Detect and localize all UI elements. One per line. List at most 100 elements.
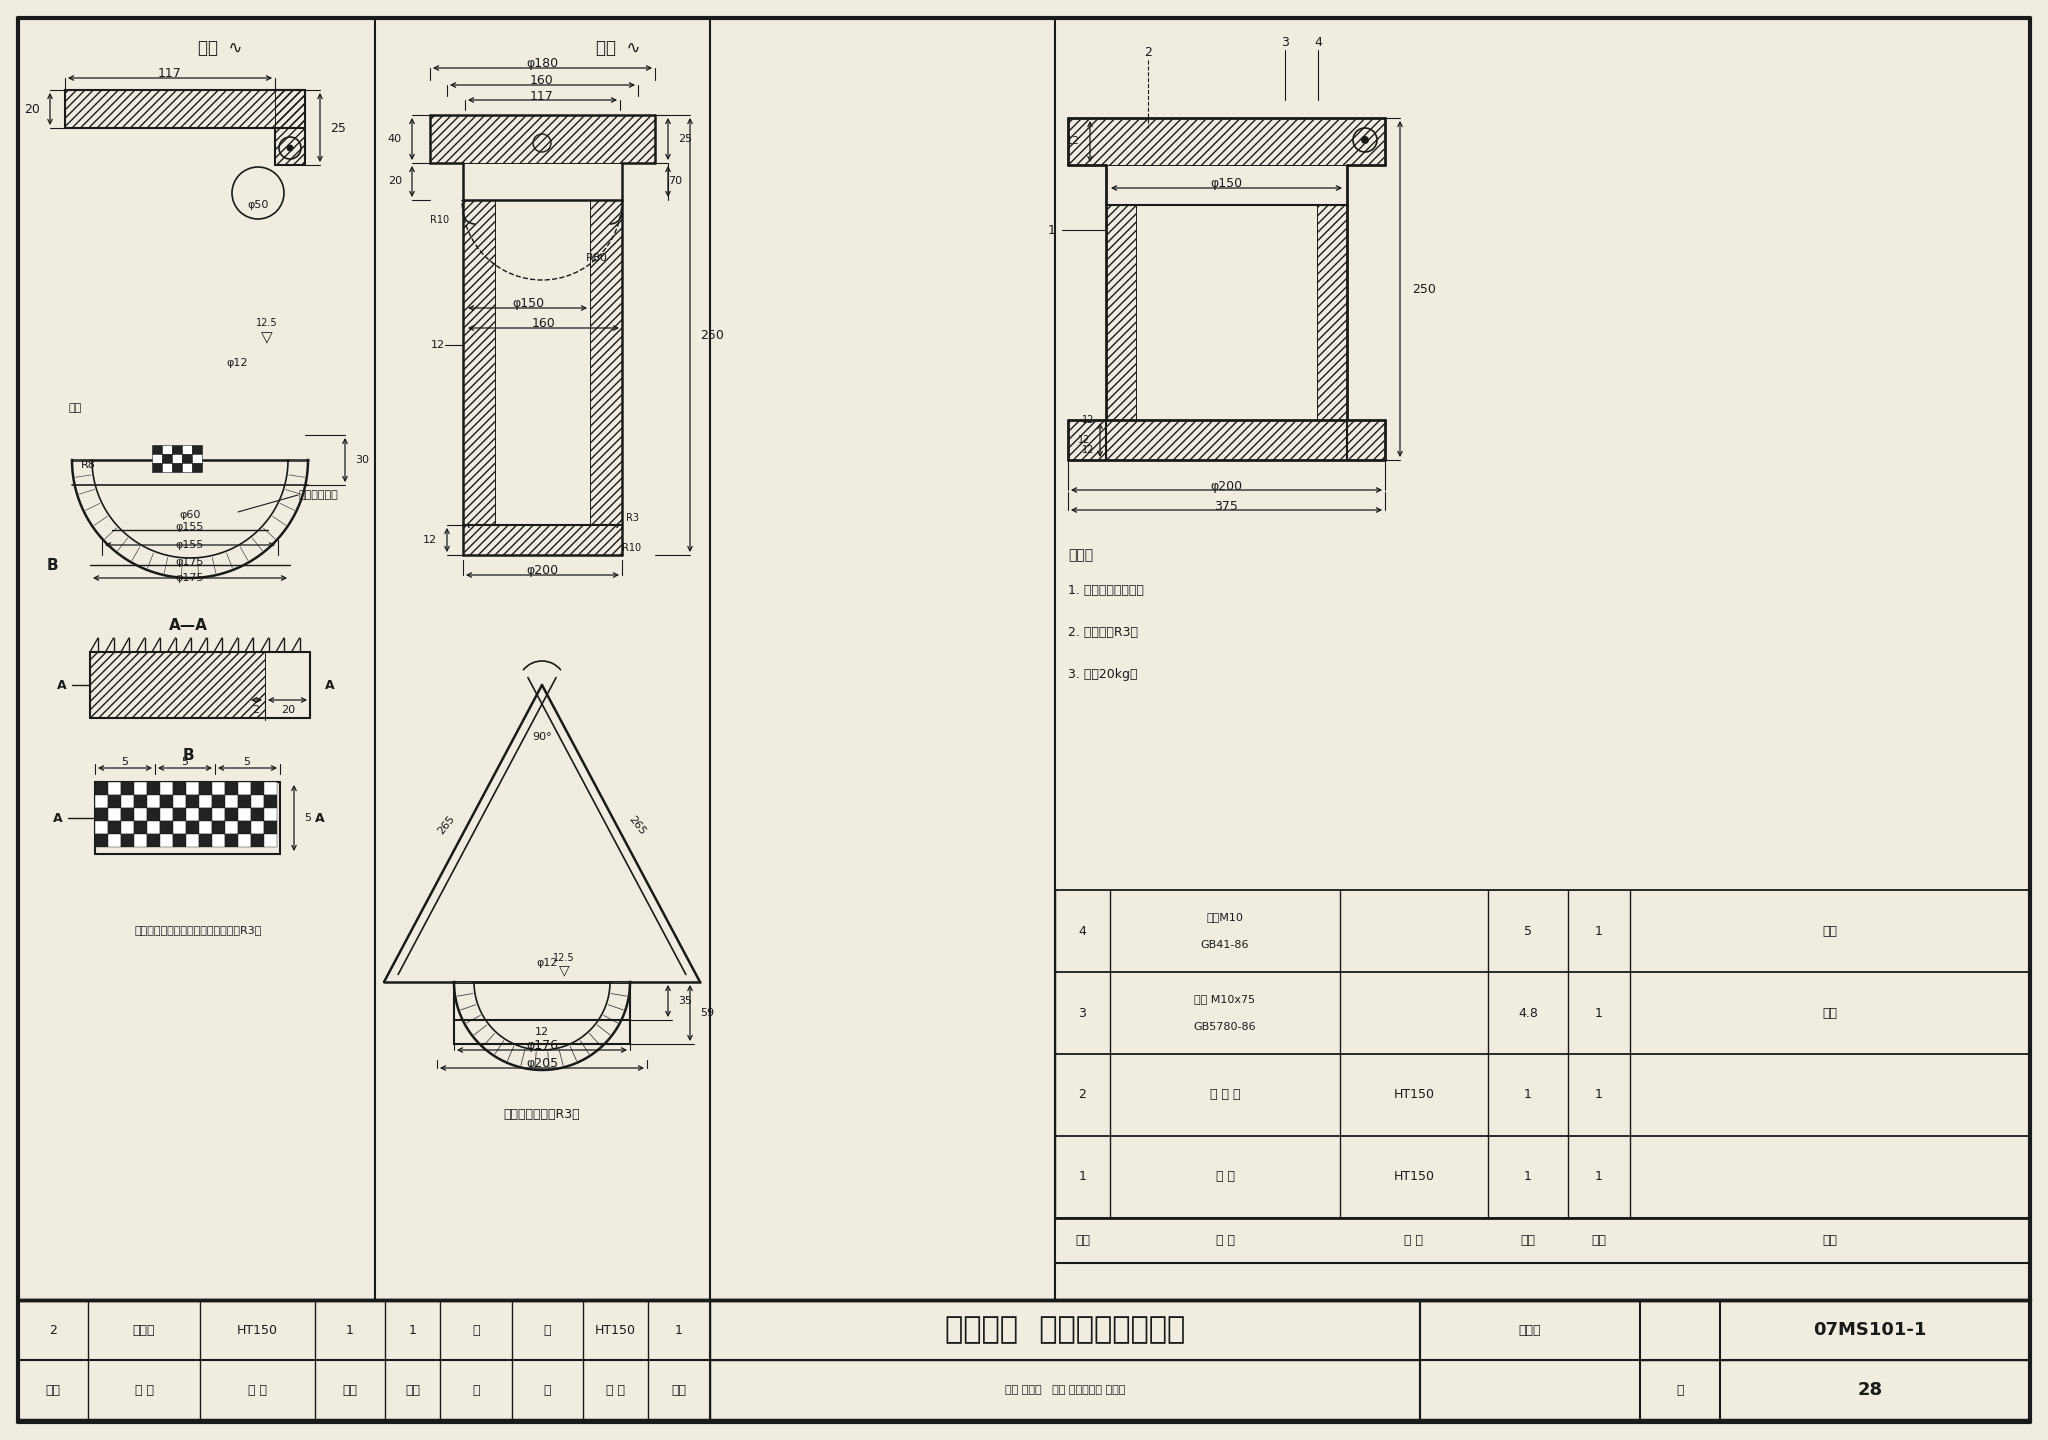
Bar	[225, 834, 238, 847]
Bar	[172, 808, 186, 821]
Text: φ175: φ175	[176, 557, 205, 567]
Text: 5: 5	[1524, 924, 1532, 937]
Text: 70: 70	[668, 176, 682, 186]
Text: 40: 40	[387, 134, 401, 144]
Bar	[238, 834, 252, 847]
Text: HT150: HT150	[1393, 1089, 1434, 1102]
Bar	[160, 782, 172, 795]
Bar	[252, 795, 264, 808]
Bar	[94, 782, 109, 795]
Bar	[193, 445, 203, 454]
Text: 1: 1	[676, 1323, 682, 1336]
Bar	[160, 795, 172, 808]
Bar	[430, 115, 655, 163]
Text: B: B	[47, 557, 57, 573]
Text: 90°: 90°	[532, 732, 551, 742]
Text: 25: 25	[678, 134, 692, 144]
Bar	[152, 454, 162, 464]
Text: 图集号: 图集号	[1520, 1323, 1542, 1336]
Text: ▽: ▽	[262, 331, 272, 346]
Bar	[162, 454, 172, 464]
Bar	[238, 821, 252, 834]
Text: 花纹: 花纹	[68, 403, 82, 413]
Bar	[133, 808, 147, 821]
Text: 2. 未注圆角R3。: 2. 未注圆角R3。	[1067, 625, 1139, 638]
Bar	[133, 821, 147, 834]
Bar	[152, 445, 162, 454]
Text: 12: 12	[1077, 435, 1090, 445]
Bar	[94, 795, 109, 808]
Bar	[1067, 420, 1384, 459]
Text: 材 料: 材 料	[248, 1384, 266, 1397]
Text: 件号: 件号	[45, 1384, 61, 1397]
Text: 阀 套 盖: 阀 套 盖	[1210, 1089, 1241, 1102]
Bar	[193, 464, 203, 472]
Bar	[160, 834, 172, 847]
Text: R8: R8	[80, 459, 96, 469]
Text: 3. 总重20kg。: 3. 总重20kg。	[1067, 668, 1137, 681]
Bar	[147, 795, 160, 808]
Text: 其余  ∿: 其余 ∿	[596, 39, 641, 58]
Text: 35: 35	[678, 996, 692, 1007]
Text: 套: 套	[545, 1323, 551, 1336]
Bar	[199, 795, 213, 808]
Text: 阀 套: 阀 套	[1217, 1171, 1235, 1184]
Bar	[121, 795, 133, 808]
Bar	[94, 834, 109, 847]
Text: 5: 5	[244, 757, 250, 768]
Text: 12.5: 12.5	[256, 318, 279, 328]
Text: 250: 250	[700, 328, 723, 341]
Text: 12: 12	[1065, 135, 1079, 145]
Bar	[1067, 118, 1384, 166]
Bar	[264, 834, 276, 847]
Text: 1: 1	[408, 1323, 416, 1336]
Bar	[252, 821, 264, 834]
Bar	[182, 454, 193, 464]
Text: 4: 4	[1079, 924, 1085, 937]
Text: 12: 12	[430, 340, 444, 350]
Text: φ50: φ50	[248, 200, 268, 210]
Text: 备注: 备注	[1823, 1234, 1837, 1247]
Text: 1: 1	[346, 1323, 354, 1336]
Bar	[147, 808, 160, 821]
Text: 数量: 数量	[1520, 1234, 1536, 1247]
Bar	[213, 821, 225, 834]
Text: 2: 2	[252, 706, 260, 716]
Bar	[252, 834, 264, 847]
Bar	[199, 834, 213, 847]
Bar	[182, 445, 193, 454]
Text: 12: 12	[422, 536, 436, 544]
Text: R80: R80	[586, 253, 608, 264]
Bar	[252, 808, 264, 821]
Text: 外购: 外购	[1823, 924, 1837, 937]
Bar	[162, 445, 172, 454]
Bar	[274, 91, 305, 166]
Text: φ60: φ60	[180, 510, 201, 520]
Text: 12: 12	[1081, 445, 1094, 455]
Text: 20: 20	[25, 102, 41, 115]
Text: 1: 1	[1524, 1171, 1532, 1184]
Text: ▽: ▽	[559, 963, 569, 976]
Text: HT150: HT150	[1393, 1171, 1434, 1184]
Bar	[94, 808, 109, 821]
Bar	[264, 808, 276, 821]
Text: 名: 名	[473, 1384, 479, 1397]
Text: A: A	[57, 678, 68, 691]
Text: 说明：: 说明：	[1067, 549, 1094, 562]
Bar	[182, 464, 193, 472]
Bar	[121, 834, 133, 847]
Circle shape	[287, 144, 293, 151]
Text: 1: 1	[1595, 924, 1604, 937]
Bar	[264, 795, 276, 808]
Text: 1: 1	[1595, 1171, 1604, 1184]
Text: 编号: 编号	[1075, 1234, 1090, 1247]
Text: 螺栓 M10x75: 螺栓 M10x75	[1194, 994, 1255, 1004]
Bar	[109, 795, 121, 808]
Bar	[213, 782, 225, 795]
Bar	[172, 821, 186, 834]
Text: GB41-86: GB41-86	[1200, 940, 1249, 950]
Text: 2: 2	[1145, 46, 1151, 59]
Bar	[147, 821, 160, 834]
Text: 说明：涂黑处为凸起部分，圆角半径R3。: 说明：涂黑处为凸起部分，圆角半径R3。	[135, 924, 262, 935]
Bar	[147, 782, 160, 795]
